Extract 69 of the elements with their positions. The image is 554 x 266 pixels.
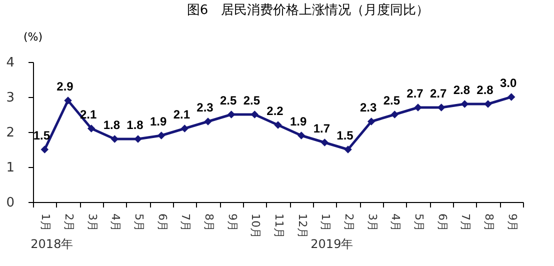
x-tick-label: 3月 (86, 214, 99, 232)
data-label: 1.8 (103, 118, 120, 132)
data-label: 1.9 (150, 114, 167, 128)
x-tick-label: 2月 (62, 214, 76, 232)
point (87, 124, 96, 132)
point (484, 100, 492, 108)
x-tick-label: 1月 (39, 214, 52, 232)
point (204, 118, 212, 126)
y-tick-label: 2 (6, 126, 14, 140)
data-label: 1.8 (126, 118, 144, 132)
data-label: 2.7 (406, 86, 424, 100)
data-label: 1.7 (313, 122, 330, 136)
data-label: 1.9 (290, 114, 307, 128)
x-tick-label: 7月 (179, 214, 192, 232)
x-tick-label: 2月 (342, 214, 356, 232)
y-tick-label: 0 (6, 196, 14, 210)
x-tick-label: 5月 (132, 214, 146, 232)
point (344, 146, 352, 154)
point (320, 138, 329, 146)
data-label: 2.8 (476, 83, 494, 97)
data-label: 1.5 (336, 128, 354, 142)
x-tick-label: 8月 (202, 214, 216, 232)
x-tick-label: 10月 (249, 214, 262, 238)
data-label: 2.8 (453, 83, 470, 97)
x-tick-label: 4月 (389, 214, 402, 232)
point (390, 110, 399, 118)
point (180, 124, 189, 132)
point (157, 132, 166, 140)
point (274, 121, 282, 129)
point (507, 93, 516, 101)
x-tick-label: 7月 (459, 214, 472, 232)
data-label: 2.3 (360, 100, 377, 114)
y-tick-label: 1 (6, 160, 14, 176)
text: 2018年 (30, 237, 74, 251)
data-label: 2.2 (266, 104, 284, 118)
y-axis-title: (%) (24, 30, 43, 44)
x-tick-label: 3月 (366, 214, 379, 232)
x-tick-label: 4月 (109, 214, 122, 232)
data-label: 2.3 (196, 100, 214, 114)
x-tick-label: 12月 (296, 214, 309, 238)
data-label: 2.5 (383, 94, 400, 108)
x-tick-label: 6月 (436, 214, 449, 232)
point (414, 104, 422, 112)
x-tick-label: 8月 (482, 214, 496, 232)
data-label: 1.5 (33, 128, 50, 142)
x-tick-label: 1月 (319, 214, 332, 232)
x-tick-label: 5月 (412, 214, 426, 232)
x-tick-label: 9月 (226, 214, 239, 232)
x-tick-label: 9月 (506, 214, 519, 232)
x-tick-label: 6月 (156, 214, 169, 232)
point (134, 135, 142, 143)
chart-title: 图6 居民消费价格上涨情况（月度同比） (186, 2, 430, 18)
data-label: 2.9 (56, 80, 74, 94)
point (40, 146, 49, 154)
x-tick-label: 11月 (272, 214, 286, 238)
point (297, 132, 306, 140)
data-label: 3.0 (500, 76, 517, 90)
y-tick-label: 4 (6, 56, 14, 70)
data-label: 2.5 (243, 94, 260, 108)
y-tick-label: 3 (6, 90, 14, 106)
point (250, 110, 259, 118)
data-label: 2.1 (173, 108, 190, 122)
data-label: 2.7 (430, 86, 447, 100)
data-label: 2.5 (220, 94, 237, 108)
text: 2019年 (310, 237, 354, 251)
data-label: 2.1 (80, 108, 97, 122)
point (367, 118, 376, 126)
point (64, 96, 72, 104)
point (227, 110, 236, 118)
